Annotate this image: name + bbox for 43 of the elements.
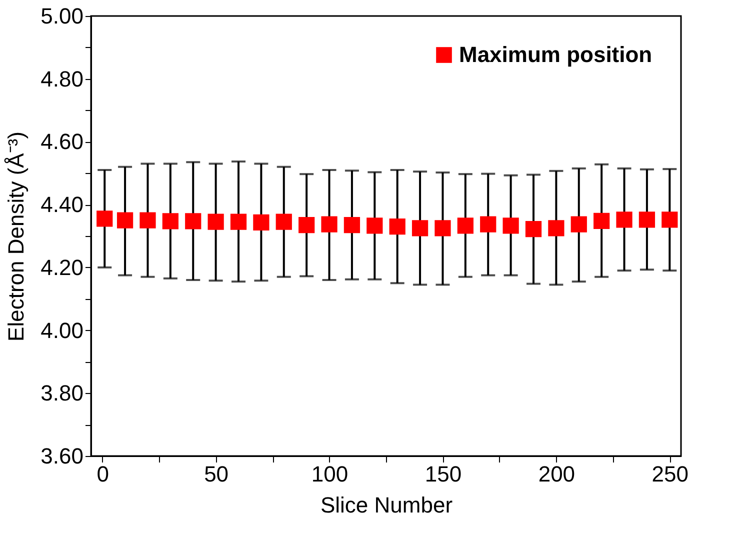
point bbox=[253, 214, 270, 231]
y-tick-label: 4.20 bbox=[40, 254, 84, 280]
point bbox=[594, 212, 610, 229]
y-tick-label: 3.80 bbox=[40, 380, 84, 406]
point bbox=[570, 216, 587, 232]
x-tick-label: 100 bbox=[311, 462, 348, 486]
x-tick-label: 50 bbox=[204, 462, 229, 486]
y-tick-label: 4.40 bbox=[40, 192, 84, 218]
point bbox=[366, 218, 383, 234]
point bbox=[230, 214, 247, 230]
x-tick-label: 200 bbox=[538, 462, 576, 486]
point bbox=[525, 221, 542, 238]
point bbox=[662, 212, 678, 228]
point bbox=[208, 214, 224, 230]
point bbox=[276, 214, 292, 230]
point bbox=[116, 212, 134, 228]
point bbox=[480, 216, 496, 232]
point bbox=[185, 213, 202, 230]
x-tick-label: 0 bbox=[96, 462, 109, 486]
point bbox=[502, 218, 519, 234]
y-tick-label: 4.00 bbox=[40, 318, 84, 343]
y-tick-label: 4.80 bbox=[40, 66, 84, 92]
point bbox=[412, 220, 428, 236]
point bbox=[140, 212, 156, 228]
y-tick-label: 4.60 bbox=[40, 129, 84, 154]
point bbox=[638, 212, 656, 228]
x-axis-title: Slice Number bbox=[320, 492, 453, 518]
legend-label: Maximum position bbox=[459, 42, 652, 67]
y-tick-label: 5.00 bbox=[40, 4, 84, 28]
point bbox=[162, 213, 178, 230]
x-tick-label: 250 bbox=[652, 462, 689, 486]
x-tick-label: 150 bbox=[424, 462, 462, 486]
point bbox=[298, 216, 315, 234]
point bbox=[96, 210, 113, 227]
y-tick-label: 3.60 bbox=[40, 444, 84, 468]
point bbox=[321, 216, 338, 232]
point bbox=[344, 216, 360, 234]
point bbox=[434, 220, 451, 236]
point bbox=[616, 212, 632, 228]
point bbox=[548, 220, 564, 236]
y-axis-title: Electron Density (Å⁻³) bbox=[4, 132, 29, 342]
point bbox=[457, 218, 474, 234]
point bbox=[389, 218, 406, 235]
